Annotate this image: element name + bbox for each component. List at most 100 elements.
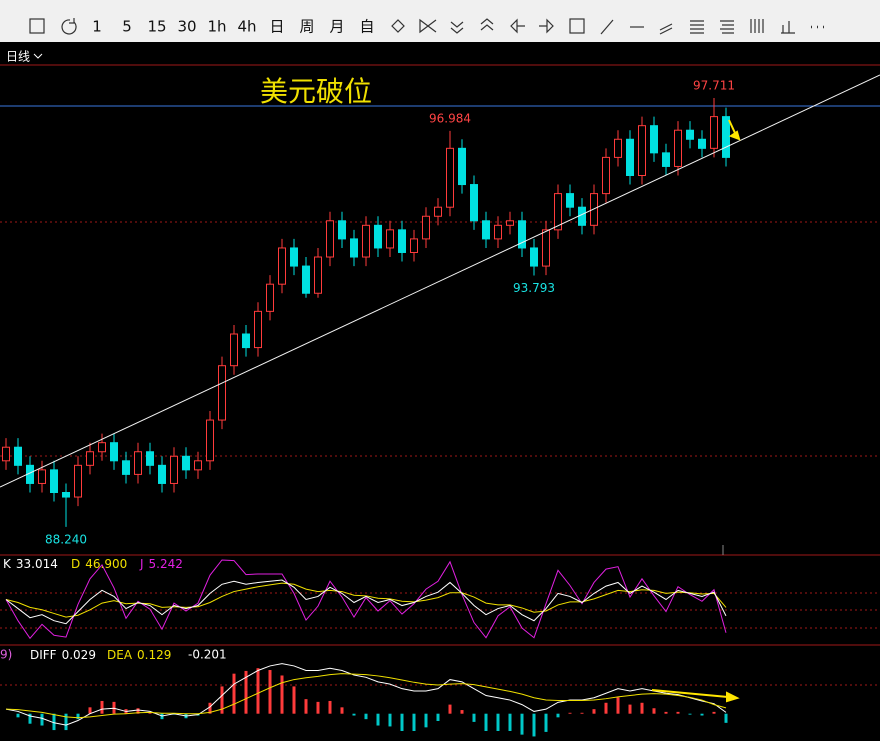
candle-body xyxy=(74,464,82,498)
candle-body xyxy=(530,247,538,267)
readout: J 5.242 xyxy=(139,557,183,571)
period-menu[interactable]: 日线 xyxy=(6,50,30,64)
candle-body xyxy=(518,220,526,249)
candle-body xyxy=(674,129,682,167)
candle-body xyxy=(638,125,646,176)
readout: DIFF 0.029 xyxy=(30,648,96,662)
candle-body xyxy=(50,469,58,494)
candle-body xyxy=(398,229,406,253)
period-button[interactable]: 30 xyxy=(177,18,196,36)
candle-body xyxy=(278,247,286,285)
icon[interactable] xyxy=(450,21,464,34)
candle-body xyxy=(134,451,142,475)
macd-label: 9) xyxy=(0,648,12,662)
save-icon[interactable] xyxy=(29,18,45,34)
candle-body xyxy=(710,116,718,149)
macd-value: -0.201 xyxy=(188,648,227,662)
d-name: D xyxy=(71,557,80,571)
candle-body xyxy=(122,460,130,475)
j-name: J xyxy=(139,557,144,571)
candle-body xyxy=(182,455,190,471)
icon[interactable] xyxy=(750,19,764,33)
period-button[interactable]: 1h xyxy=(207,18,226,36)
icon[interactable] xyxy=(510,18,525,34)
toolbar xyxy=(0,0,880,42)
arrow-head xyxy=(728,130,741,141)
candle-body xyxy=(698,138,706,149)
candle-body xyxy=(38,469,46,484)
icon[interactable] xyxy=(391,19,405,33)
candle-body xyxy=(422,215,430,240)
candle-body xyxy=(110,442,118,462)
icon[interactable] xyxy=(480,18,494,31)
icon[interactable] xyxy=(539,18,554,34)
period-button[interactable]: 周 xyxy=(299,18,314,36)
candle-body xyxy=(266,283,274,312)
candle-body xyxy=(242,333,250,349)
annotation: 美元破位 xyxy=(260,75,372,108)
icon[interactable] xyxy=(781,21,795,34)
candle-body xyxy=(410,238,418,253)
candle-body xyxy=(650,125,658,154)
menu-chevron xyxy=(33,53,43,59)
j-value: 5.242 xyxy=(149,557,183,571)
candle-body xyxy=(566,193,574,208)
period-button[interactable]: 月 xyxy=(329,18,344,36)
period-button[interactable]: 日 xyxy=(269,18,284,36)
refresh-icon[interactable] xyxy=(61,18,77,35)
icon[interactable] xyxy=(720,20,734,34)
candle-body xyxy=(434,206,442,217)
candle-body xyxy=(314,256,322,294)
diff-value: 0.029 xyxy=(62,648,96,662)
candle-body xyxy=(578,206,586,226)
arrow-head xyxy=(726,691,740,703)
arrow xyxy=(651,689,729,698)
candle-body xyxy=(290,247,298,267)
indicator-line xyxy=(5,582,727,618)
period-button[interactable]: 4h xyxy=(237,18,256,36)
channel-icon[interactable] xyxy=(659,23,673,35)
candle-body xyxy=(170,455,178,484)
candle-body xyxy=(362,224,370,258)
k-value: 33.014 xyxy=(16,557,58,571)
trend-line xyxy=(0,74,880,488)
candle-body xyxy=(338,220,346,240)
arrows xyxy=(651,119,741,703)
icon[interactable] xyxy=(569,18,585,34)
candle-body xyxy=(662,152,670,167)
readout: DEA 0.129 xyxy=(107,648,171,662)
candle-body xyxy=(194,460,202,471)
candle-body xyxy=(686,129,694,140)
icon[interactable] xyxy=(419,18,437,34)
candle-body xyxy=(554,193,562,231)
candle-body xyxy=(458,147,466,186)
candle-body xyxy=(98,442,106,453)
draw-line-icon[interactable] xyxy=(600,19,614,35)
dea-value: 0.129 xyxy=(137,648,171,662)
candle-body xyxy=(506,220,514,226)
period-button[interactable]: 1 xyxy=(92,18,102,36)
readout: K 33.014 xyxy=(3,557,58,571)
frame xyxy=(0,64,880,686)
period-button[interactable]: 自 xyxy=(359,18,374,36)
readouts: K 33.014 D 46.900 J 5.242 9) DIFF 0.029 DEA 0… xyxy=(0,557,227,662)
candle-body xyxy=(590,193,598,226)
candle-body xyxy=(386,229,394,249)
candle-body xyxy=(230,333,238,367)
d-value: 46.900 xyxy=(85,557,127,571)
readout: D 46.900 xyxy=(71,557,127,571)
indicator-line xyxy=(5,579,727,625)
macd-line xyxy=(5,663,727,726)
candle-body xyxy=(146,451,154,466)
candle-body xyxy=(326,220,334,258)
candle-body xyxy=(446,147,454,208)
high-label: 97.711 xyxy=(693,79,735,93)
period-button[interactable]: 5 xyxy=(122,18,132,36)
plot: 88.240 96.984 93.793 97.711 xyxy=(2,79,735,737)
period-button[interactable]: 15 xyxy=(147,18,166,36)
high-label: 96.984 xyxy=(429,111,471,125)
candle-body xyxy=(470,184,478,222)
icon[interactable] xyxy=(690,20,704,34)
